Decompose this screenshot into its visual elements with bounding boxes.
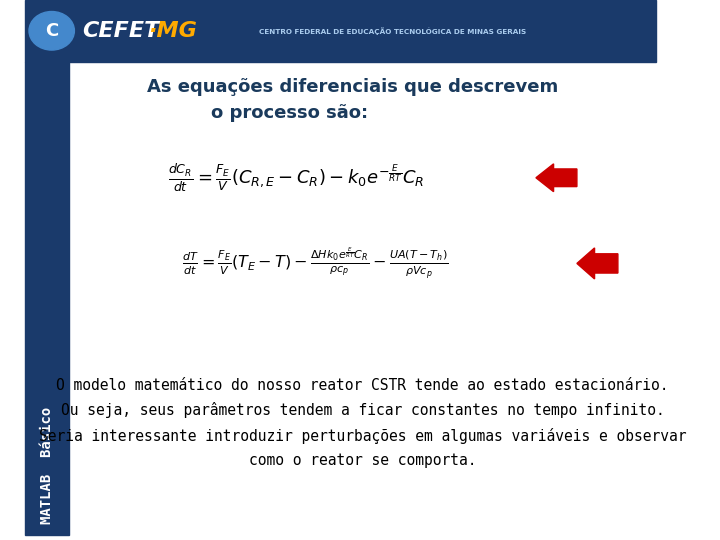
FancyArrow shape [577,248,618,279]
Text: As equações diferenciais que descrevem: As equações diferenciais que descrevem [148,78,559,96]
Bar [25,62,69,536]
Text: CEFET: CEFET [82,21,159,41]
Text: ·MG: ·MG [148,21,197,41]
Text: $\frac{dT}{dt} = \frac{F_E}{V}\left(T_E - T\right) - \frac{\Delta H k_0 e^{\frac: $\frac{dT}{dt} = \frac{F_E}{V}\left(T_E … [182,246,449,281]
Text: O modelo matemático do nosso reator CSTR tende ao estado estacionário.
Ou seja, : O modelo matemático do nosso reator CSTR… [39,378,686,468]
Bar [25,0,656,62]
Text: $\frac{dC_R}{dt} = \frac{F_E}{V}\left(C_{R,E} - C_R\right) - k_0 e^{-\frac{E}{RT: $\frac{dC_R}{dt} = \frac{F_E}{V}\left(C_… [168,162,425,194]
Text: C: C [45,22,58,40]
Text: MATLAB  Básico: MATLAB Básico [40,407,54,524]
FancyArrow shape [536,164,577,192]
Circle shape [29,11,74,50]
Text: o processo são:: o processo são: [212,104,369,123]
Text: CENTRO FEDERAL DE EDUCAÇÃO TECNOLÓGICA DE MINAS GERAIS: CENTRO FEDERAL DE EDUCAÇÃO TECNOLÓGICA D… [258,27,526,35]
